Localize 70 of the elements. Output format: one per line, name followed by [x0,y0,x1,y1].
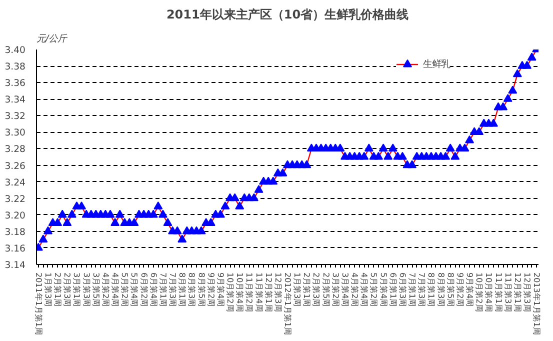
x-tick-label: 6月第3周 [398,272,407,307]
x-tick-label: 6月第4周 [148,272,158,307]
x-tick-label: 3月第1周 [72,272,82,307]
x-tick-label: 4月第2周 [350,272,360,307]
x-tick-label: 4月第4周 [360,272,369,307]
x-tick-label: 10月第2周 [226,272,235,312]
x-tick-label: 2012年1月第1周 [283,272,292,336]
x-tick-label: 2月第3周 [312,272,321,307]
x-tick-label: 2月第5周 [321,272,330,307]
x-tick-label: 2月第1周 [302,272,312,307]
x-tick-label: 12月第3周 [522,272,532,312]
x-tick-label: 8月第3周 [436,272,446,307]
chart-title: 2011年以来主产区（10省）生鲜乳价格曲线 [166,8,409,22]
y-tick-label: 3.20 [4,210,26,222]
x-tick-label: 2011年1月第1周 [34,272,43,336]
y-tick-label: 3.26 [4,160,26,172]
x-tick-label: 9月第4周 [465,272,474,307]
legend-label: 生鲜乳 [423,58,450,70]
y-tick-label: 3.24 [4,177,26,188]
y-tick-label: 3.38 [4,62,26,73]
x-tick-label: 9月第4周 [216,272,225,307]
x-tick-label: 7月第1周 [158,272,168,307]
y-tick-label: 3.18 [4,226,26,238]
y-tick-label: 3.28 [4,144,26,156]
x-tick-label: 2月第3周 [62,272,72,307]
x-tick-label: 10月第4周 [484,272,494,312]
x-tick-label: 12月第1周 [264,272,273,312]
y-tick-label: 3.16 [4,243,26,254]
x-tick-label: 5月第4周 [130,272,139,307]
y-tick-label: 3.36 [4,78,26,90]
x-tick-label: 7月第1周 [408,272,417,307]
x-tick-label: 5月第2周 [369,272,378,307]
y-tick-label: 3.22 [4,194,26,205]
y-tick-label: 3.40 [4,45,26,56]
y-tick-label: 3.30 [4,128,26,139]
x-tick-label: 9月第2周 [455,272,464,307]
x-tick-label: 6月第2周 [139,272,148,307]
x-tick-label: 3月第3周 [82,272,91,307]
x-tick-label: 10月第2周 [474,272,484,312]
x-tick-label: 12月第1周 [512,272,522,312]
x-tick-label: 8月第1周 [178,272,187,307]
x-tick-label: 1月第3周 [43,272,52,307]
x-tick-label: 3月第4周 [340,272,350,307]
x-tick-label: 11月第3周 [503,272,512,312]
x-tick-label: 3月第2周 [330,272,340,307]
y-tick-label: 3.14 [4,260,26,271]
x-tick-label: 4月第4周 [110,272,120,307]
x-tick-label: 8月第5周 [196,272,206,307]
x-tick-label: 8月第1周 [426,272,436,307]
y-tick-label: 3.34 [4,94,26,106]
x-tick-label: 6月第1周 [388,272,398,307]
x-tick-label: 4月第2周 [100,272,110,307]
x-tick-label: 8月第5周 [446,272,455,307]
x-tick-label: 2013年1月第1周 [532,272,542,336]
x-tick-label: 3月第5周 [91,272,100,307]
x-tick-label: 10月第4周 [235,272,244,312]
x-tick-label: 11月第2周 [244,272,254,312]
x-tick-label: 5月第4周 [378,272,388,307]
x-tick-label: 8月第3周 [187,272,196,307]
x-tick-label: 11月第4周 [254,272,264,312]
x-tick-label: 9月第2周 [206,272,216,307]
x-tick-label: 12月第3周 [273,272,282,312]
x-tick-label: 5月第2周 [120,272,130,307]
y-axis-title: 元/公斤 [36,34,69,44]
x-tick-label: 11月第1周 [494,272,503,312]
x-tick-label: 1月第3周 [292,272,302,307]
x-tick-label: 7月第3周 [417,272,426,307]
x-tick-label: 7月第3周 [168,272,178,307]
y-tick-label: 3.32 [4,111,26,122]
x-tick-label: 2月第1周 [53,272,62,307]
